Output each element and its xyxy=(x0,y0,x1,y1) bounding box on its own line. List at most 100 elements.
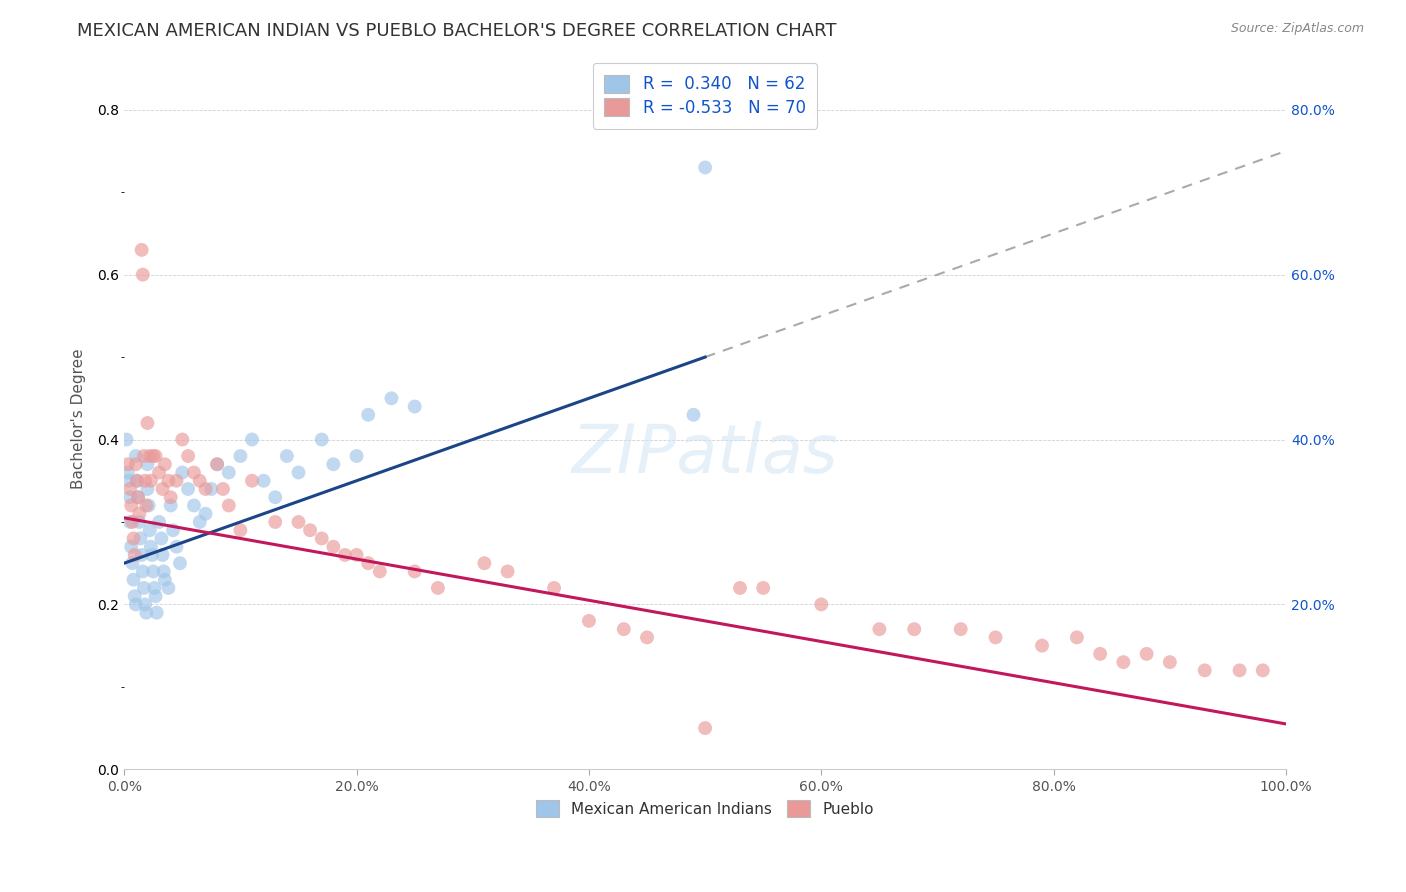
Point xyxy=(218,466,240,480)
Point xyxy=(128,515,150,529)
Point xyxy=(1031,639,1053,653)
Point xyxy=(212,482,235,496)
Text: MEXICAN AMERICAN INDIAN VS PUEBLO BACHELOR'S DEGREE CORRELATION CHART: MEXICAN AMERICAN INDIAN VS PUEBLO BACHEL… xyxy=(77,22,837,40)
Point xyxy=(903,622,925,636)
Point xyxy=(145,449,167,463)
Point xyxy=(118,515,141,529)
Point xyxy=(200,482,222,496)
Point xyxy=(118,482,141,496)
Point xyxy=(152,482,174,496)
Point xyxy=(496,565,519,579)
Point xyxy=(125,457,148,471)
Point xyxy=(322,540,344,554)
Point xyxy=(205,457,228,471)
Point xyxy=(380,392,402,406)
Point xyxy=(117,466,139,480)
Legend: Mexican American Indians, Pueblo: Mexican American Indians, Pueblo xyxy=(529,793,882,825)
Point xyxy=(695,161,717,175)
Point xyxy=(145,589,167,603)
Point xyxy=(150,532,173,546)
Point xyxy=(682,408,704,422)
Point xyxy=(135,606,157,620)
Point xyxy=(1066,631,1088,645)
Point xyxy=(1194,664,1216,678)
Point xyxy=(752,581,775,595)
Point xyxy=(148,466,170,480)
Point xyxy=(172,466,194,480)
Point xyxy=(357,556,380,570)
Point xyxy=(131,548,153,562)
Point xyxy=(810,598,832,612)
Point xyxy=(136,457,159,471)
Point xyxy=(141,548,163,562)
Point xyxy=(132,449,155,463)
Point xyxy=(346,548,368,562)
Point xyxy=(357,408,380,422)
Point xyxy=(132,268,155,282)
Point xyxy=(127,490,149,504)
Point xyxy=(177,449,200,463)
Point xyxy=(132,581,155,595)
Point xyxy=(128,507,150,521)
Point xyxy=(188,515,211,529)
Point xyxy=(121,556,143,570)
Point xyxy=(578,614,600,628)
Point xyxy=(728,581,751,595)
Point xyxy=(240,474,263,488)
Point xyxy=(134,598,156,612)
Point xyxy=(404,565,426,579)
Point xyxy=(1159,655,1181,669)
Point xyxy=(159,490,181,504)
Point xyxy=(134,474,156,488)
Point xyxy=(125,474,148,488)
Point xyxy=(143,581,166,595)
Point xyxy=(404,400,426,414)
Point xyxy=(368,565,391,579)
Point xyxy=(125,598,148,612)
Point xyxy=(153,573,176,587)
Point xyxy=(118,474,141,488)
Point xyxy=(129,532,152,546)
Point xyxy=(194,482,217,496)
Point xyxy=(949,622,972,636)
Point xyxy=(157,581,180,595)
Point xyxy=(188,474,211,488)
Point xyxy=(166,540,188,554)
Point xyxy=(299,523,322,537)
Point xyxy=(322,457,344,471)
Point xyxy=(153,457,176,471)
Point xyxy=(229,449,252,463)
Point xyxy=(613,622,636,636)
Point xyxy=(122,532,145,546)
Point xyxy=(474,556,496,570)
Point xyxy=(124,589,146,603)
Point xyxy=(157,474,180,488)
Point xyxy=(136,416,159,430)
Point xyxy=(264,490,287,504)
Point xyxy=(333,548,356,562)
Point xyxy=(311,532,333,546)
Point xyxy=(264,515,287,529)
Point xyxy=(122,573,145,587)
Point xyxy=(172,433,194,447)
Point xyxy=(127,490,149,504)
Point xyxy=(148,515,170,529)
Point xyxy=(132,565,155,579)
Point xyxy=(868,622,890,636)
Point xyxy=(253,474,276,488)
Point xyxy=(183,466,205,480)
Point xyxy=(131,243,153,257)
Point xyxy=(125,449,148,463)
Point xyxy=(135,499,157,513)
Point xyxy=(346,449,368,463)
Point xyxy=(229,523,252,537)
Point xyxy=(169,556,191,570)
Point xyxy=(136,482,159,496)
Point xyxy=(120,540,142,554)
Point xyxy=(166,474,188,488)
Point xyxy=(117,457,139,471)
Point xyxy=(125,474,148,488)
Point xyxy=(142,565,165,579)
Point xyxy=(183,499,205,513)
Point xyxy=(287,466,309,480)
